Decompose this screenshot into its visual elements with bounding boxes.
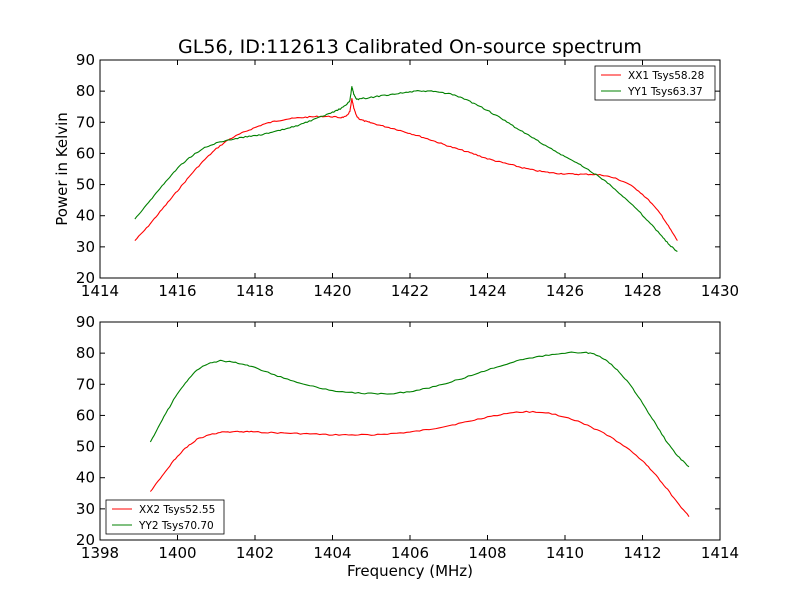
top-plot-panel: 1414 1416 1418 1420 1422 1424 1426 1428 1430 20 30… bbox=[76, 51, 739, 300]
y-tick-label: 20 bbox=[76, 531, 95, 549]
series-line-xx1 bbox=[134, 98, 678, 242]
legend-box bbox=[105, 499, 225, 535]
y-tick-label: 50 bbox=[76, 176, 95, 194]
series-line-yy1 bbox=[134, 86, 678, 253]
legend-label-yy2: YY2 Tsys70.70 bbox=[138, 520, 214, 532]
legend-box bbox=[594, 65, 716, 101]
x-tick-label: 1398 bbox=[81, 544, 119, 562]
legend-label-yy1: YY1 Tsys63.37 bbox=[627, 86, 703, 98]
x-tick-label: 1418 bbox=[236, 282, 274, 300]
x-tick-label: 1424 bbox=[468, 282, 506, 300]
legend-label-xx1: XX1 Tsys58.28 bbox=[628, 70, 704, 82]
top-plot-legend: XX1 Tsys58.28 YY1 Tsys63.37 bbox=[594, 65, 716, 101]
series-line-yy2 bbox=[149, 351, 690, 468]
x-tick-label: 1422 bbox=[391, 282, 429, 300]
bottom-plot-ticks: 1398 1400 1402 1404 1406 1408 1410 1412 1414 20 30… bbox=[76, 313, 739, 562]
bottom-plot-series bbox=[149, 351, 690, 517]
y-tick-label: 80 bbox=[76, 82, 95, 100]
x-tick-label: 1410 bbox=[546, 544, 584, 562]
x-tick-label: 1426 bbox=[546, 282, 584, 300]
x-tick-label: 1406 bbox=[391, 544, 429, 562]
top-plot-series bbox=[134, 86, 678, 253]
x-tick-label: 1428 bbox=[623, 282, 661, 300]
x-tick-label: 1402 bbox=[236, 544, 274, 562]
series-line-xx2 bbox=[149, 410, 690, 517]
figure-title: GL56, ID:112613 Calibrated On-source spe… bbox=[178, 36, 642, 58]
y-tick-label: 70 bbox=[76, 375, 95, 393]
y-tick-label: 90 bbox=[76, 313, 95, 331]
y-tick-label: 30 bbox=[76, 500, 95, 518]
x-tick-label: 1416 bbox=[158, 282, 196, 300]
x-tick-label: 1420 bbox=[313, 282, 351, 300]
y-tick-label: 40 bbox=[76, 469, 95, 487]
y-axis-label: Power in Kelvin bbox=[53, 112, 71, 226]
bottom-plot-legend: XX2 Tsys52.55 YY2 Tsys70.70 bbox=[105, 499, 225, 535]
y-tick-label: 20 bbox=[76, 269, 95, 287]
x-tick-label: 1400 bbox=[158, 544, 196, 562]
y-tick-label: 70 bbox=[76, 113, 95, 131]
x-tick-label: 1414 bbox=[81, 282, 119, 300]
y-tick-label: 50 bbox=[76, 438, 95, 456]
x-tick-label: 1430 bbox=[701, 282, 739, 300]
y-tick-label: 30 bbox=[76, 238, 95, 256]
x-axis-label: Frequency (MHz) bbox=[347, 562, 473, 580]
y-tick-label: 80 bbox=[76, 344, 95, 362]
y-tick-label: 60 bbox=[76, 144, 95, 162]
x-tick-label: 1412 bbox=[623, 544, 661, 562]
x-tick-label: 1414 bbox=[701, 544, 739, 562]
x-tick-label: 1408 bbox=[468, 544, 506, 562]
y-tick-label: 40 bbox=[76, 207, 95, 225]
legend-label-xx2: XX2 Tsys52.55 bbox=[139, 504, 215, 516]
y-tick-label: 90 bbox=[76, 51, 95, 69]
top-plot-ticks: 1414 1416 1418 1420 1422 1424 1426 1428 1430 20 30… bbox=[76, 51, 739, 300]
x-tick-label: 1404 bbox=[313, 544, 351, 562]
bottom-plot-panel: 1398 1400 1402 1404 1406 1408 1410 1412 1414 20 30… bbox=[76, 313, 739, 562]
y-tick-label: 60 bbox=[76, 406, 95, 424]
